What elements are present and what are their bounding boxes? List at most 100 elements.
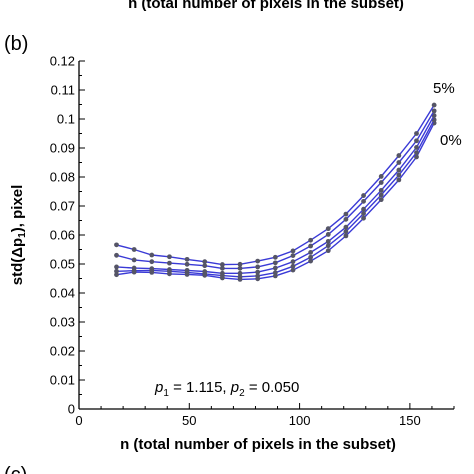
data-point [431,108,437,114]
y-tick-label: 0.04 [50,286,75,301]
panel-label: (b) [4,33,28,55]
data-point [290,267,296,273]
data-point [131,257,137,263]
data-point [325,248,331,254]
data-point [361,215,366,221]
data-point [431,102,437,108]
x-axis-label: n (total number of pixels in the subset) [120,436,396,453]
data-point [255,258,261,264]
data-point [414,131,419,136]
data-point [255,273,261,279]
top-cut-caption: n (total number of pixels in the subset) [128,0,404,12]
data-point [149,259,155,265]
data-point [325,238,331,244]
data-point [219,265,225,271]
data-point [343,229,349,234]
data-point [343,224,349,230]
y-tick-label: 0.05 [50,257,75,272]
data-point [396,177,402,183]
data-point [361,198,366,204]
y-tick-label: 0.12 [50,54,75,69]
data-point [237,261,243,267]
data-point [219,270,225,276]
data-point [308,258,314,264]
data-point [114,272,119,278]
data-point [378,180,384,185]
data-point [219,262,225,267]
data-point [114,268,119,274]
x-tick-label: 0 [75,413,82,428]
data-point [114,242,119,248]
data-point [184,256,190,262]
data-point [378,187,384,193]
data-point [114,252,119,258]
data-point [237,265,243,271]
data-point [361,193,366,198]
data-point [343,216,349,222]
next-panel-label: (c) [4,464,27,474]
data-point [325,226,331,232]
data-point [414,145,419,150]
data-point [167,267,172,272]
y-tick-label: 0.11 [51,83,75,98]
data-point [325,232,331,237]
data-point [361,211,366,216]
y-tick-label: 0.07 [50,199,75,214]
data-point [131,247,137,252]
data-point [237,274,243,280]
data-point [255,269,261,275]
data-point [414,138,419,144]
y-tick-label: 0.1 [57,112,75,127]
y-tick-label: 0.08 [50,170,75,185]
bottom-series-label: 0% [440,132,462,149]
x-tick-label: 50 [182,413,196,428]
data-point [343,211,349,217]
data-point [131,265,137,271]
top-series-label: 5% [433,80,455,97]
data-point [290,259,296,265]
data-point [167,260,172,266]
data-point [396,153,402,158]
y-tick-label: 0.03 [50,315,75,330]
data-point [308,254,314,260]
x-tick-label: 150 [399,413,421,428]
data-point [396,160,402,165]
parameter-annotation: p1 = 1.115, p2 = 0.050 [154,379,299,399]
y-axis-label: std(Δp1), pixel [9,185,28,286]
data-point [272,270,278,276]
data-point [308,243,314,249]
data-point [378,192,384,198]
data-point [414,150,419,156]
data-point [184,261,190,267]
data-point [378,197,384,203]
y-tick-label: 0 [68,402,75,417]
data-point [290,253,296,258]
data-point [114,264,119,270]
x-tick-label: 100 [289,413,311,428]
series-line-2 [116,119,435,278]
data-point [290,263,296,269]
data-point [272,265,278,271]
data-point [202,259,208,265]
data-point [396,172,402,178]
plot-area: 0 0.01 0.02 0.03 0.04 0.05 0.06 0.07 0.08 0.09 0.1… [50,54,455,428]
data-point [202,263,208,269]
data-point [272,254,278,260]
data-point [149,266,155,272]
data-point [361,206,366,212]
y-tick-label: 0.01 [50,373,75,388]
data-point [325,243,331,249]
data-point [431,113,437,118]
data-point [255,264,261,270]
data-point [290,248,296,254]
data-point [378,174,384,179]
data-point [414,154,419,160]
data-point [343,233,349,239]
data-point [202,269,208,274]
y-tick-label: 0.02 [50,344,75,359]
data-point [184,267,190,273]
data-point [308,250,314,255]
data-point [396,167,402,173]
data-point [308,237,314,243]
